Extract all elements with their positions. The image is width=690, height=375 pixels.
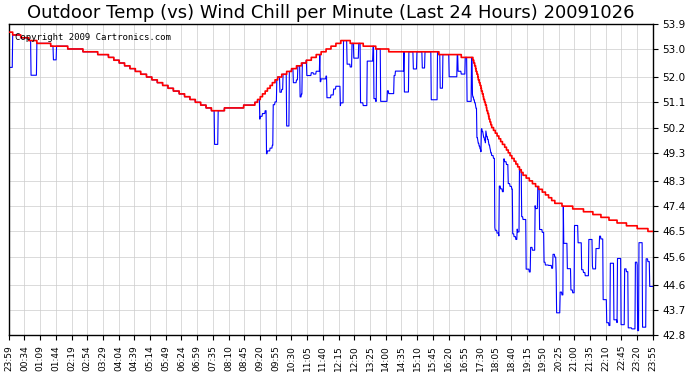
Text: Copyright 2009 Cartronics.com: Copyright 2009 Cartronics.com (15, 33, 171, 42)
Title: Outdoor Temp (vs) Wind Chill per Minute (Last 24 Hours) 20091026: Outdoor Temp (vs) Wind Chill per Minute … (27, 4, 635, 22)
